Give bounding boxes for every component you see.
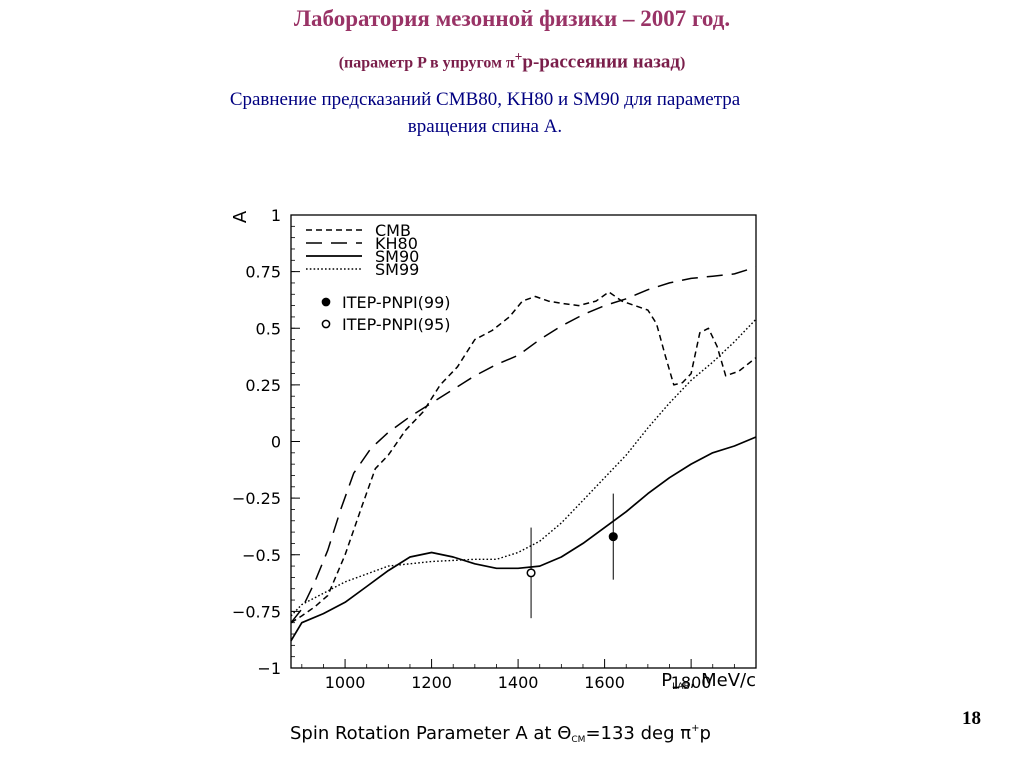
caption-mid: =133 deg π (585, 723, 691, 744)
x-axis-label-main: P (661, 670, 672, 691)
x-axis-label: PLAB, MeV/c (661, 670, 756, 692)
x-axis-label-unit: , MeV/c (690, 670, 756, 691)
x-tick-label: 1600 (584, 673, 625, 692)
subtitle-superscript: + (514, 49, 523, 64)
caption-post: p (699, 723, 710, 744)
series-kh80-line (290, 266, 757, 624)
y-tick-label: 0.75 (245, 263, 281, 282)
description-line-1: Сравнение предсказаний CMB80, KH80 и SM9… (229, 89, 741, 110)
chart-caption: Spin Rotation Parameter A at ΘCM=133 deg… (290, 723, 711, 745)
x-tick-label: 1800 (671, 673, 712, 692)
subtitle-pre: (параметр P в упругом π (338, 54, 515, 72)
x-tick-label: 1000 (325, 673, 366, 692)
y-tick-label: −0.5 (242, 546, 281, 565)
x-axis-label-sub: LAB (672, 682, 690, 692)
legend-label: ITEP-PNPI(99) (342, 293, 451, 312)
caption-sup: + (691, 723, 699, 734)
page-number: 18 (962, 708, 981, 729)
y-tick-label: −0.25 (232, 489, 281, 508)
series-sm90-line (290, 436, 757, 642)
data-point-marker (608, 532, 618, 542)
legend-label: SM90 (375, 247, 419, 266)
series-cmb-line (290, 291, 757, 624)
x-tick-label: 1400 (498, 673, 539, 692)
slide-description: Сравнение предсказаний CMB80, KH80 и SM9… (0, 86, 970, 140)
data-point-marker (526, 568, 536, 578)
subtitle-post: ) (679, 54, 686, 72)
y-tick-label: 0.5 (256, 319, 281, 338)
caption-sub: CM (571, 735, 585, 745)
slide-subtitle: (параметр P в упругом π+p-рассеянии наза… (0, 49, 1024, 73)
legend-label: KH80 (375, 234, 418, 253)
legend-label: ITEP-PNPI(95) (342, 315, 451, 334)
y-tick-label: 1 (271, 206, 281, 225)
legend-label: SM99 (375, 260, 419, 279)
y-tick-label: −0.75 (232, 602, 281, 621)
slide-title: Лаборатория мезонной физики – 2007 год. (293, 6, 731, 31)
legend-marker (321, 319, 331, 329)
description-line-2: вращения спина A. (407, 116, 563, 137)
x-tick-label: 1200 (411, 673, 452, 692)
y-tick-label: 0 (271, 433, 281, 452)
legend-marker (321, 297, 331, 307)
series-sm99-line (290, 318, 757, 617)
legend-label: CMB (375, 221, 411, 240)
caption-pre: Spin Rotation Parameter A at Θ (290, 723, 571, 744)
y-tick-label: 0.25 (245, 376, 281, 395)
plot-frame (290, 214, 757, 669)
subtitle-mid: p-рассеянии назад (522, 51, 680, 73)
y-tick-label: −1 (257, 659, 281, 678)
y-axis-label: A (230, 210, 251, 223)
